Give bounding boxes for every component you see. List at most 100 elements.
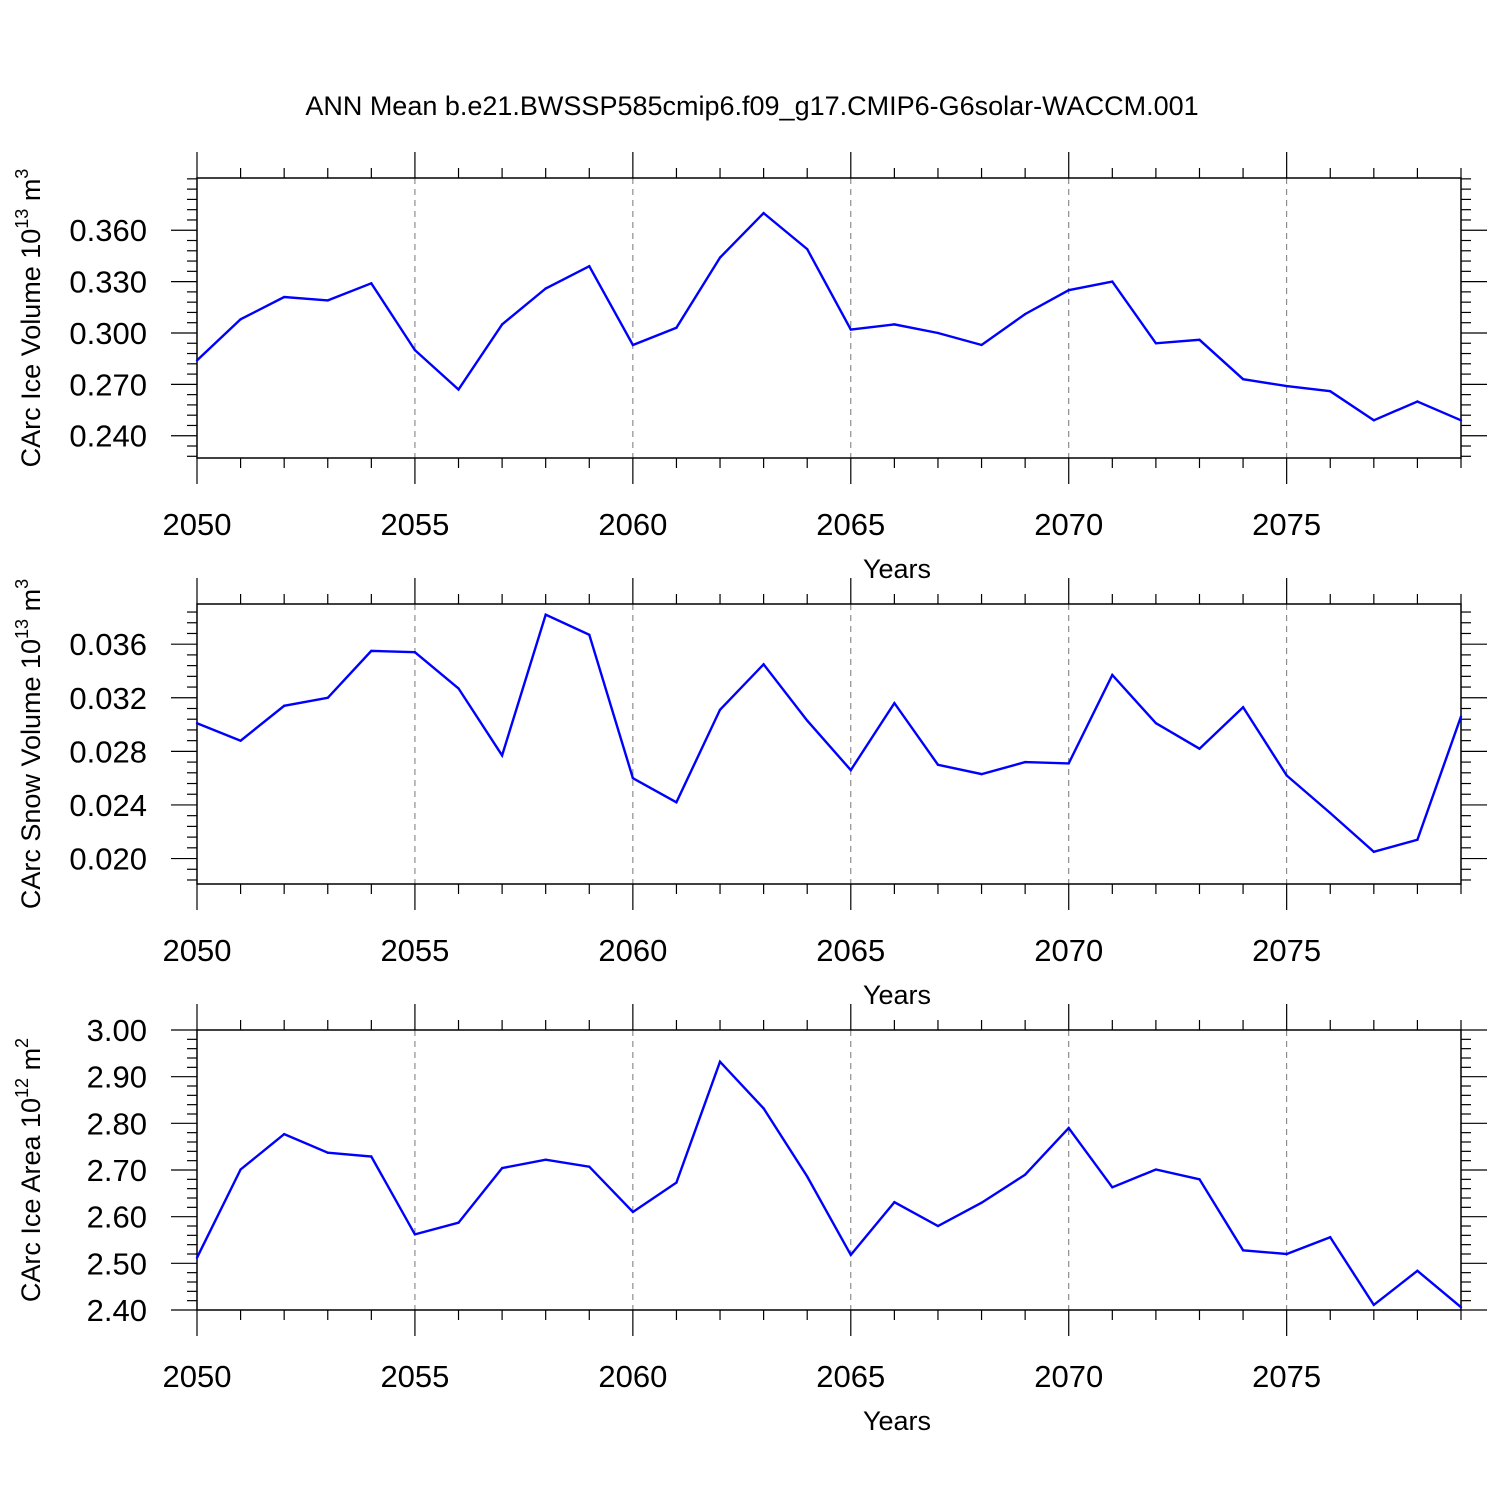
data-point: [500, 323, 504, 326]
y-tick-label: 0.300: [69, 316, 147, 351]
data-point: [806, 1175, 809, 1178]
data-point: [457, 388, 460, 391]
data-point: [1023, 760, 1027, 764]
data-point: [326, 1151, 329, 1154]
data-point: [631, 1210, 635, 1214]
data-point: [413, 651, 417, 654]
data-point: [718, 256, 722, 259]
data-point: [282, 295, 286, 299]
y-tick-label: 2.80: [87, 1106, 147, 1141]
y-tick-label: 0.270: [69, 367, 147, 402]
y-tick-label: 0.036: [69, 627, 147, 662]
data-point: [1416, 838, 1419, 841]
data-point: [936, 331, 940, 335]
y-tick-label: 0.240: [69, 419, 147, 454]
y-axis-title-unit: m: [16, 1048, 46, 1078]
y-axis-title-exp: 13: [12, 209, 32, 229]
data-point: [588, 264, 591, 268]
x-tick-label: 2065: [816, 1359, 885, 1394]
y-tick-label: 2.40: [87, 1293, 147, 1328]
data-point: [1067, 288, 1070, 292]
plot-frame: [196, 1029, 1462, 1311]
data-point: [936, 763, 940, 766]
y-axis-title-text: CArc Ice Area 10: [16, 1098, 46, 1302]
data-point: [893, 1201, 896, 1204]
x-tick-label: 2075: [1252, 933, 1321, 968]
y-axis-title-unit-exp: 2: [12, 1038, 32, 1048]
data-point: [1416, 1269, 1419, 1273]
y-axis-title-exp: 12: [12, 1078, 32, 1098]
data-point: [326, 696, 329, 699]
x-tick-label: 2060: [598, 1359, 667, 1394]
data-point: [370, 1155, 373, 1158]
data-point: [631, 776, 635, 780]
data-point: [631, 343, 635, 347]
data-point: [762, 663, 765, 666]
data-point: [1459, 715, 1463, 718]
data-point: [1241, 378, 1245, 381]
y-axis-title-text: CArc Snow Volume 10: [16, 639, 46, 909]
data-point: [936, 1224, 940, 1228]
data-point: [849, 1253, 852, 1257]
y-axis-title: CArc Snow Volume 1013 m3: [12, 579, 46, 909]
data-point: [806, 719, 809, 722]
plot-frame: [196, 177, 1462, 459]
data-point: [1111, 673, 1114, 677]
y-tick-label: 0.032: [69, 681, 147, 716]
data-point: [1329, 811, 1332, 815]
data-point: [980, 1201, 983, 1204]
x-tick-label: 2075: [1252, 507, 1321, 542]
data-point: [1198, 747, 1201, 750]
y-axis-title: CArc Ice Volume 1013 m3: [12, 169, 46, 468]
data-point: [195, 1256, 199, 1259]
data-point: [849, 768, 852, 772]
data-point: [326, 299, 329, 302]
data-point: [1459, 1306, 1463, 1309]
data-point: [500, 754, 504, 757]
data-point: [1329, 390, 1332, 393]
data-point: [980, 772, 983, 776]
y-axis-title-unit-exp: 3: [12, 579, 32, 589]
chart-title: ANN Mean b.e21.BWSSP585cmip6.f09_g17.CMI…: [305, 91, 1198, 121]
y-tick-label: 0.360: [69, 213, 147, 248]
data-point: [413, 348, 417, 352]
x-tick-label: 2050: [163, 1359, 232, 1394]
x-tick-label: 2050: [163, 507, 232, 542]
data-point: [893, 701, 896, 705]
y-axis-title-text: CArc Ice Volume 10: [16, 229, 46, 468]
y-axis-title-unit: m: [16, 589, 46, 619]
y-axis-title: CArc Ice Area 1012 m2: [12, 1038, 46, 1302]
y-tick-label: 2.60: [87, 1200, 147, 1235]
data-point: [1154, 342, 1158, 345]
y-axis-title-unit-exp: 3: [12, 169, 32, 179]
data-point: [544, 287, 547, 290]
data-point: [675, 801, 678, 804]
series-line: [196, 613, 1463, 854]
x-tick-label: 2055: [380, 933, 449, 968]
data-point: [1198, 1178, 1201, 1181]
panel-2: 2050 2055 2060 2065 2070 2075 0.020 0.024 0.028 0…: [12, 578, 1487, 1010]
y-tick-label: 2.50: [87, 1246, 147, 1281]
x-axis-title: Years: [863, 554, 931, 584]
data-point: [1111, 280, 1114, 283]
panel-1: 2050 2055 2060 2065 2070 2075 0.240 0.270 0.300 0…: [12, 152, 1487, 584]
x-tick-label: 2070: [1034, 507, 1103, 542]
x-tick-label: 2070: [1034, 1359, 1103, 1394]
y-tick-label: 2.70: [87, 1153, 147, 1188]
y-tick-label: 0.330: [69, 265, 147, 300]
x-tick-label: 2060: [598, 507, 667, 542]
data-point: [1198, 338, 1201, 342]
y-tick-label: 0.020: [69, 842, 147, 877]
x-tick-label: 2065: [816, 933, 885, 968]
data-point: [457, 687, 460, 690]
data-point: [195, 722, 199, 725]
y-tick-label: 0.024: [69, 788, 147, 823]
data-point: [282, 1132, 286, 1136]
data-point: [762, 211, 765, 215]
data-point: [239, 739, 242, 742]
data-point: [718, 708, 722, 712]
data-point: [1372, 850, 1376, 854]
x-tick-label: 2050: [163, 933, 232, 968]
data-point: [762, 1107, 765, 1110]
x-tick-label: 2070: [1034, 933, 1103, 968]
